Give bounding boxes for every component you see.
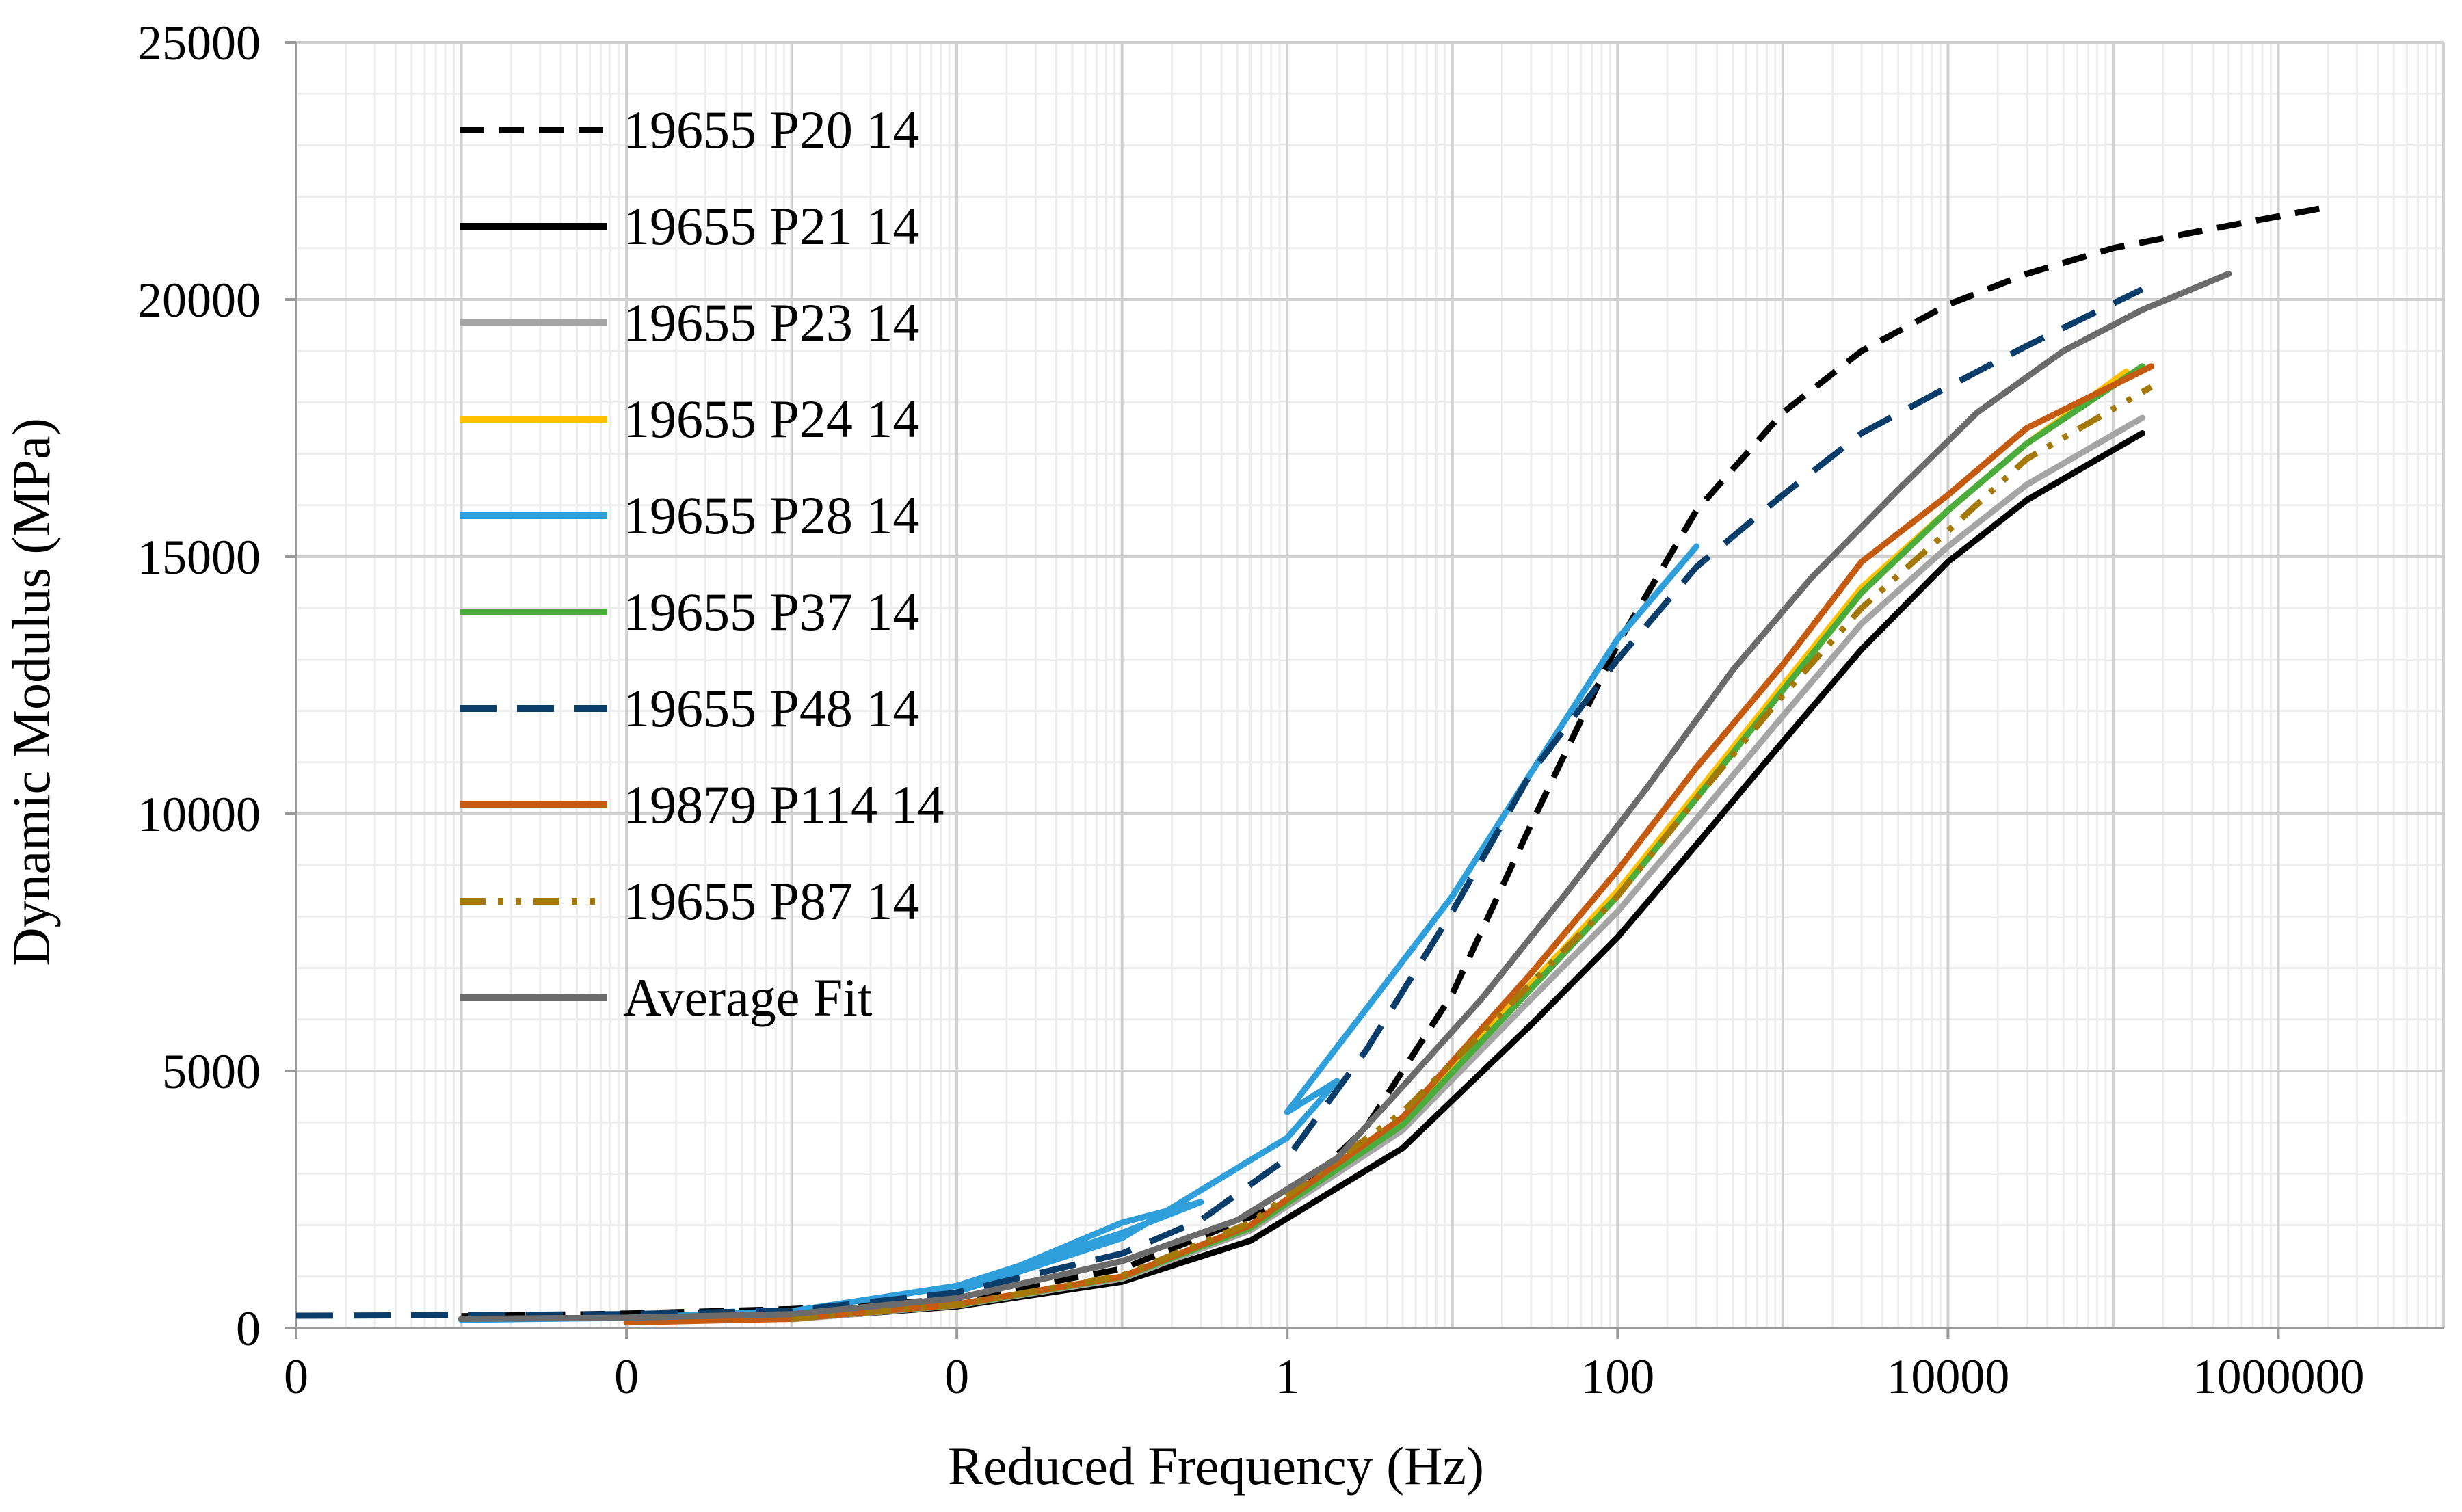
legend-label: Average Fit	[623, 968, 873, 1027]
series-line	[296, 286, 2144, 1319]
x-tick-label: 1	[1275, 1349, 1299, 1404]
y-tick-label: 15000	[137, 530, 261, 585]
legend: 19655 P20 14 19655 P21 14 19655 P23 14 1965…	[460, 100, 944, 1027]
x-tick-label: 0	[614, 1349, 639, 1404]
y-tick-label: 25000	[137, 16, 261, 70]
y-tick-labels: 0 5000 10000 15000 20000 25000	[137, 16, 261, 1356]
y-axis-title: Dynamic Modulus (MPa)	[1, 418, 61, 966]
series-line	[791, 384, 2153, 1322]
legend-label: 19655 P87 14	[623, 871, 919, 931]
legend-label: 19655 P37 14	[623, 582, 919, 641]
legend-label: 19879 P114 14	[623, 775, 944, 834]
x-tick-labels: 0 0 0 1 100 10000 1000000	[284, 1349, 2364, 1404]
x-tick-label: 0	[944, 1349, 969, 1404]
y-tick-label: 0	[236, 1301, 261, 1356]
minor-gridlines	[296, 42, 2444, 1328]
x-tick-label: 1000000	[2192, 1349, 2364, 1404]
x-tick-label: 0	[284, 1349, 308, 1404]
series-line	[458, 543, 1700, 1323]
legend-label: 19655 P20 14	[623, 100, 919, 159]
legend-label: 19655 P23 14	[623, 293, 919, 352]
x-axis-title: Reduced Frequency (Hz)	[948, 1436, 1484, 1496]
legend-label: 19655 P28 14	[623, 486, 919, 545]
legend-label: 19655 P48 14	[623, 678, 919, 738]
legend-label: 19655 P24 14	[623, 389, 919, 449]
series-line	[461, 204, 2329, 1320]
axes	[285, 41, 2444, 1339]
series-layer	[296, 204, 2329, 1326]
series-line	[623, 363, 2155, 1326]
legend-label: 19655 P21 14	[623, 196, 919, 256]
series-line	[458, 270, 2232, 1322]
x-tick-label: 10000	[1886, 1349, 2009, 1404]
y-tick-label: 10000	[137, 787, 261, 842]
y-tick-label: 20000	[137, 273, 261, 328]
x-tick-label: 100	[1580, 1349, 1654, 1404]
y-tick-label: 5000	[162, 1044, 261, 1099]
